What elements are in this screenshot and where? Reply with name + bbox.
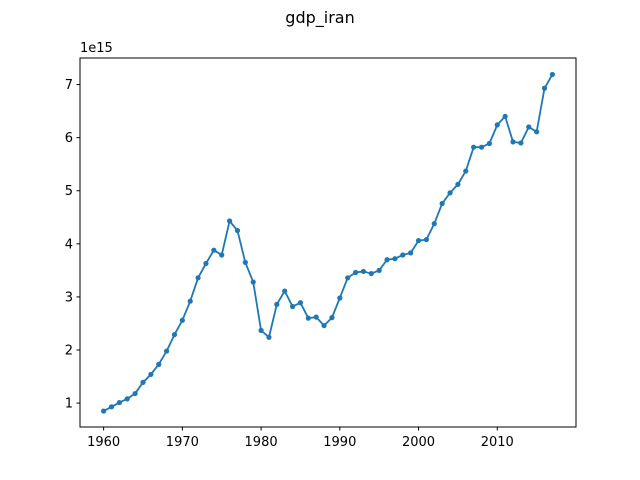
x-tick-label: 1990 [323,435,356,450]
data-point [329,315,335,321]
data-point [164,348,170,354]
data-point [376,267,382,273]
y-tick-label: 7 [65,78,73,93]
data-point [502,113,508,120]
data-point [124,396,130,402]
plot-area [101,71,555,414]
y-tick-label: 4 [65,237,73,252]
data-point [423,236,430,243]
data-point [305,315,311,321]
series-line [103,74,554,412]
data-point [549,71,555,78]
x-tick-label: 1960 [87,435,120,450]
data-point [352,269,359,276]
y-axis: 1 2 3 4 5 6 7 [65,78,80,412]
data-point [274,301,280,307]
data-point [415,238,422,244]
data-point [384,257,390,263]
data-point [313,314,319,320]
data-point [541,85,548,91]
data-point [526,124,532,130]
data-point [431,221,437,227]
data-point [179,317,185,323]
data-point [360,268,367,275]
data-point [101,408,107,414]
data-point [242,259,248,266]
data-point [140,379,146,386]
data-point [494,122,500,128]
data-point [400,252,406,258]
data-point [226,218,233,224]
data-point [258,327,264,333]
data-point [518,140,524,146]
data-point [266,334,272,340]
data-point [321,322,327,329]
data-point [171,332,178,338]
data-point [392,256,398,262]
y-offset-label: 1e15 [80,41,113,56]
data-point [282,288,288,294]
data-point [337,295,343,301]
data-point [108,404,115,410]
data-point [408,250,414,256]
data-point [195,275,201,281]
x-tick-label: 2010 [481,435,514,450]
data-point [234,227,241,234]
y-tick-label: 3 [65,290,73,305]
data-point [219,252,225,258]
x-axis: 1960 1970 1980 1990 2000 2010 [87,427,514,450]
y-tick-label: 5 [65,184,73,199]
data-point [478,144,485,150]
data-point [250,279,256,285]
y-tick-label: 1 [65,397,73,412]
data-point [211,247,217,253]
y-tick-label: 6 [65,131,73,146]
data-point [297,300,304,306]
y-tick-label: 2 [65,344,73,359]
data-point [187,298,193,304]
x-tick-label: 2000 [402,435,435,450]
data-point [447,190,453,196]
chart-title: gdp_iran [285,8,354,28]
data-point [156,361,162,367]
axes-frame [79,57,577,428]
data-point [439,200,445,207]
data-point [116,399,122,406]
data-point [203,260,209,267]
data-point [132,390,138,397]
x-tick-label: 1980 [245,435,278,450]
data-point [455,181,461,187]
data-point [510,139,516,145]
data-point [486,140,492,147]
data-point [148,371,154,378]
data-point [463,168,469,174]
data-point [345,275,351,281]
data-point [368,270,374,277]
x-tick-label: 1970 [166,435,199,450]
data-point [289,303,296,310]
data-point [471,144,477,150]
data-point [534,129,540,135]
